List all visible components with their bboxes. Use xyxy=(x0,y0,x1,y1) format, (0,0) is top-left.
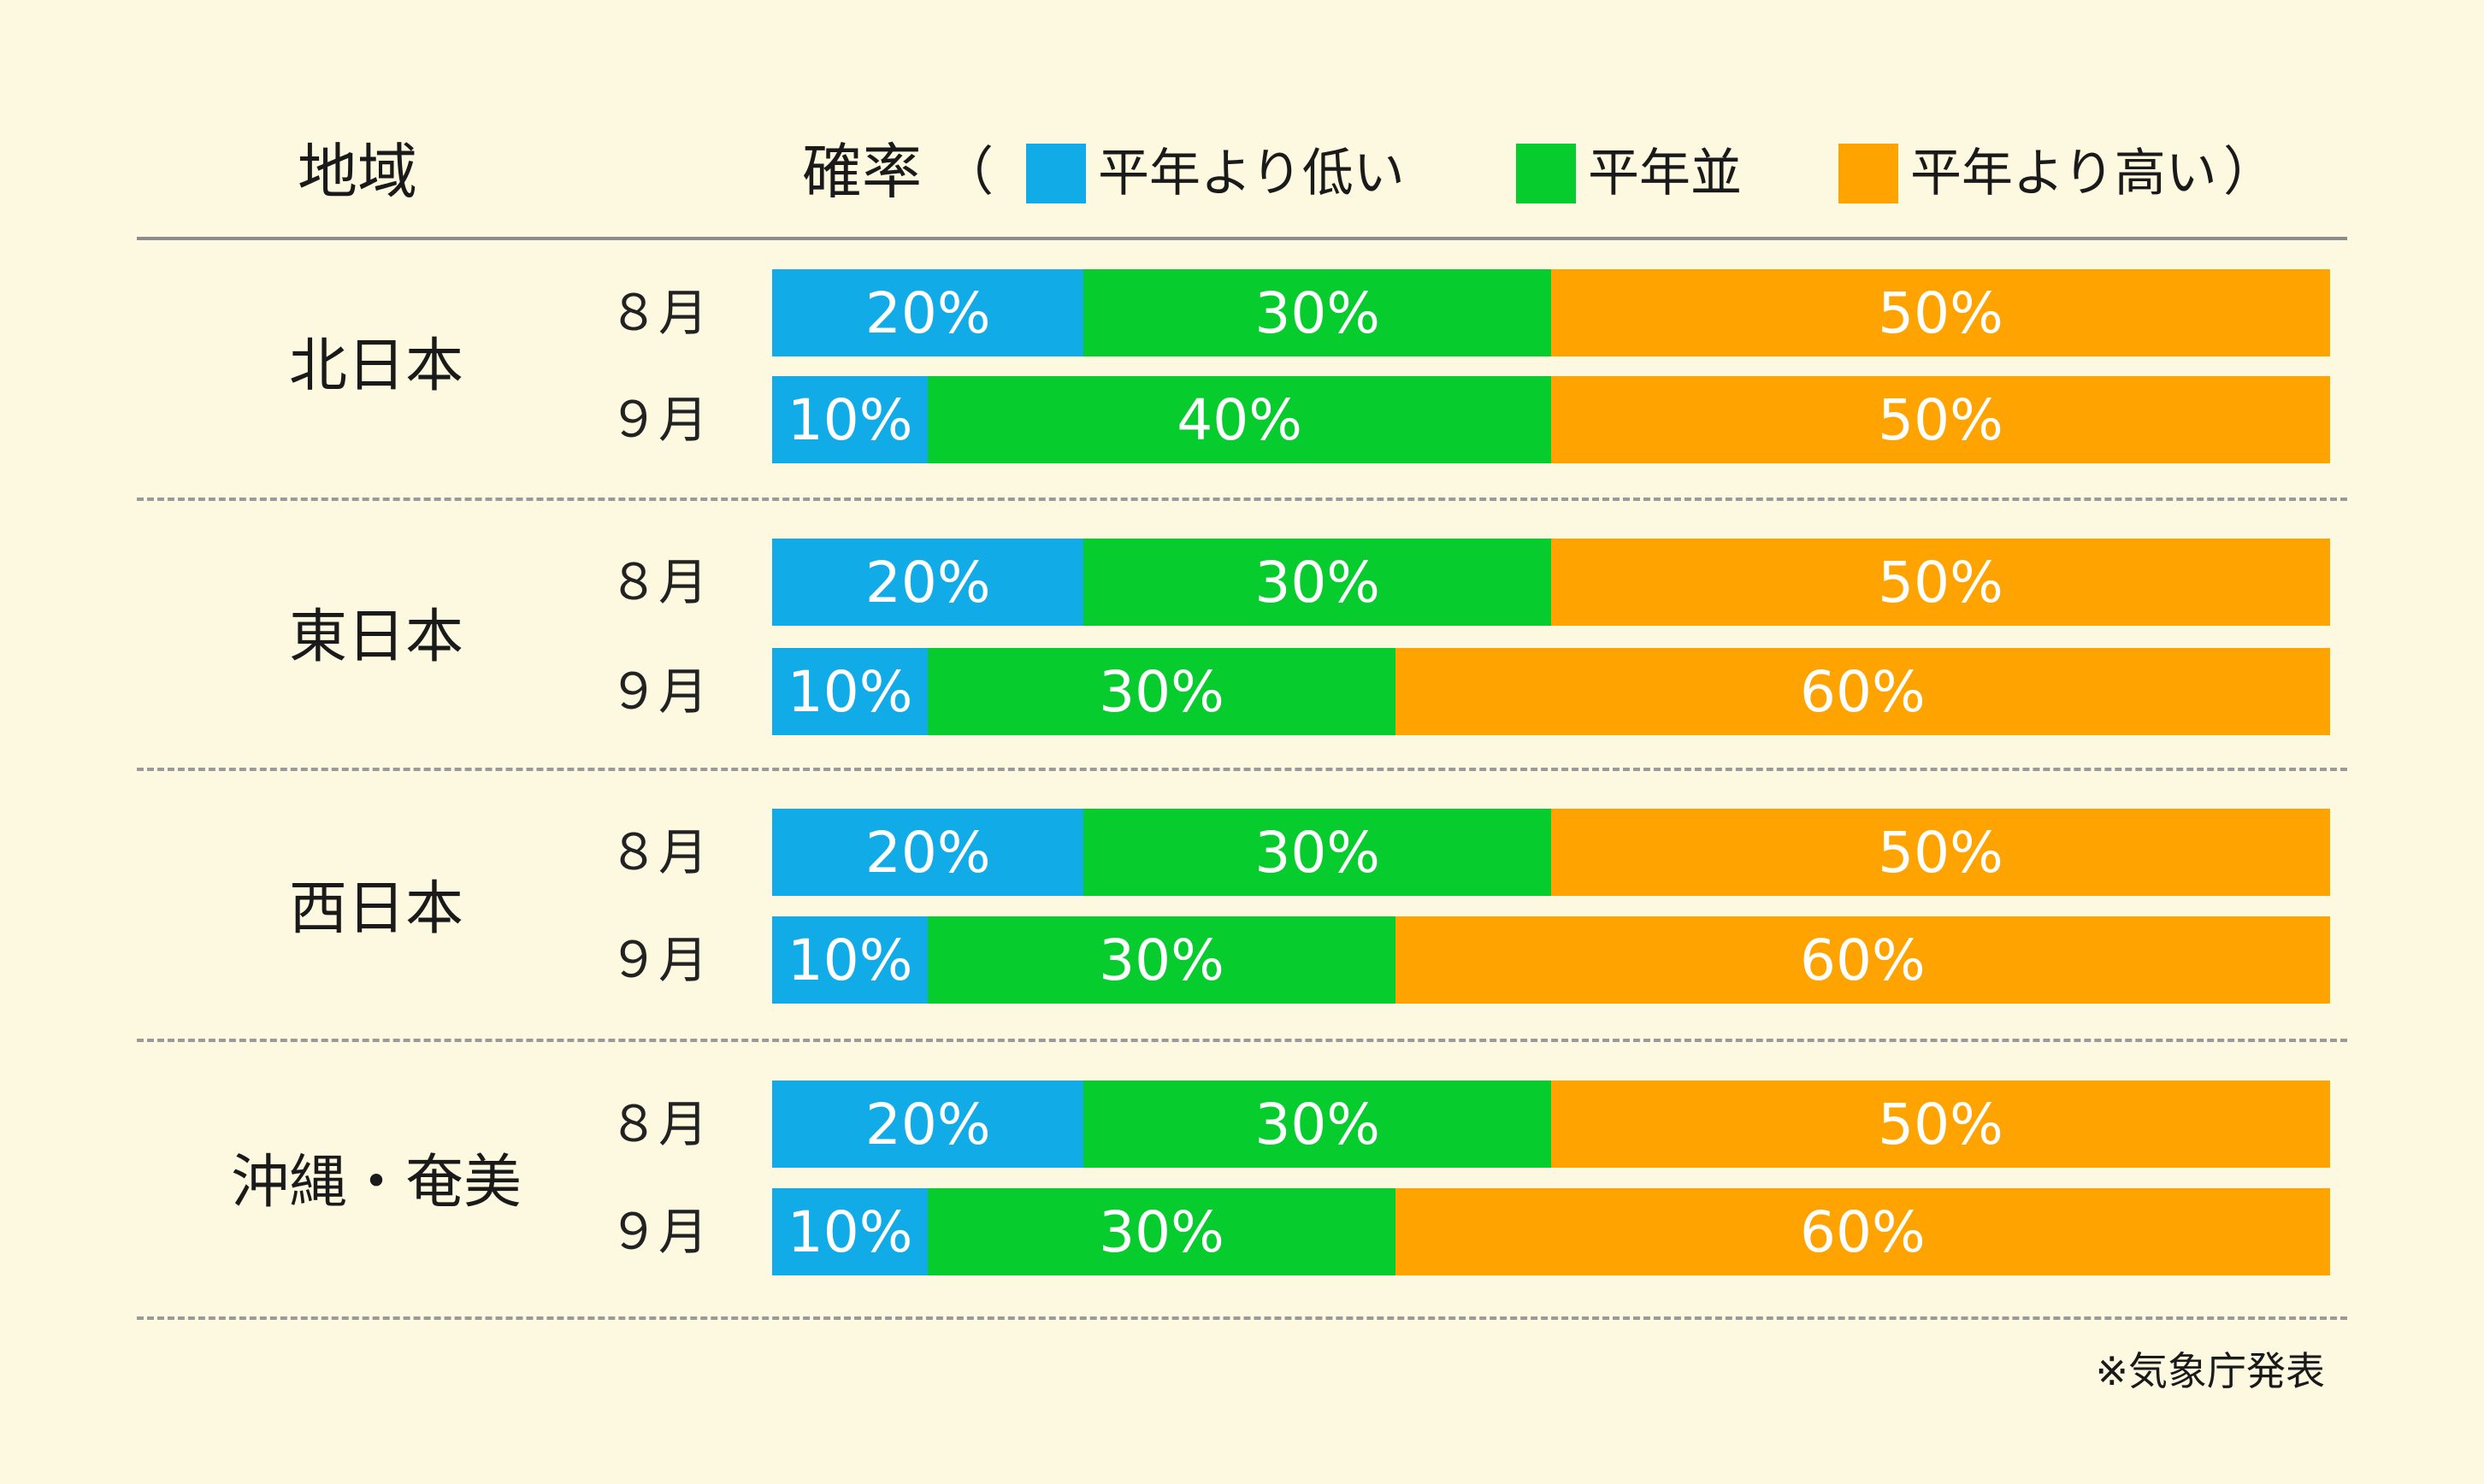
bar-segment-below: 20% xyxy=(772,269,1084,356)
bar-segment-above: 50% xyxy=(1550,376,2330,463)
bar-segment-normal: 30% xyxy=(928,1188,1395,1275)
month-label: ９月 xyxy=(608,391,708,449)
region-label: 沖縄・奄美 xyxy=(230,1149,522,1216)
legend-label-below: 平年より低い xyxy=(1098,144,1405,203)
legend-item-above: 平年より高い xyxy=(1838,144,2217,203)
bar-segment-below: 20% xyxy=(772,1081,1084,1168)
bar-segment-normal: 30% xyxy=(928,916,1395,1004)
legend-open-paren: （ xyxy=(941,140,994,203)
legend-swatch-above xyxy=(1838,144,1898,203)
region-divider xyxy=(137,1039,2347,1042)
month-label: ８月 xyxy=(608,1095,708,1153)
stacked-bar: 10% 30% 60% xyxy=(772,648,2330,735)
bar-segment-above: 60% xyxy=(1395,916,2330,1004)
legend-label-above: 平年より高い xyxy=(1910,144,2217,203)
region-divider xyxy=(137,768,2347,771)
bar-segment-normal: 30% xyxy=(1083,539,1551,626)
bar-segment-below: 20% xyxy=(772,809,1084,896)
stacked-bar: 10% 30% 60% xyxy=(772,1188,2330,1275)
legend-swatch-normal xyxy=(1516,144,1576,203)
month-label: ９月 xyxy=(608,662,708,721)
region-label: 北日本 xyxy=(288,333,463,400)
legend-item-below: 平年より低い xyxy=(1026,144,1405,203)
bar-segment-below: 10% xyxy=(772,916,929,1004)
bar-segment-above: 50% xyxy=(1550,539,2330,626)
bar-segment-above: 50% xyxy=(1550,1081,2330,1168)
header-divider xyxy=(137,237,2347,240)
bar-segment-above: 60% xyxy=(1395,648,2330,735)
stacked-bar: 20% 30% 50% xyxy=(772,539,2330,626)
stacked-bar: 10% 40% 50% xyxy=(772,376,2330,463)
stacked-bar: 10% 30% 60% xyxy=(772,916,2330,1004)
region-divider xyxy=(137,498,2347,501)
legend-item-normal: 平年並 xyxy=(1516,144,1742,203)
bar-segment-above: 50% xyxy=(1550,269,2330,356)
region-label: 東日本 xyxy=(288,604,463,671)
stacked-bar: 20% 30% 50% xyxy=(772,809,2330,896)
month-label: ９月 xyxy=(608,1203,708,1261)
month-label: ８月 xyxy=(608,284,708,342)
legend-label-normal: 平年並 xyxy=(1588,144,1742,203)
region-divider xyxy=(137,1316,2347,1320)
region-label: 西日本 xyxy=(288,875,463,943)
bar-segment-normal: 30% xyxy=(1083,1081,1551,1168)
bar-segment-normal: 40% xyxy=(928,376,1551,463)
bar-segment-normal: 30% xyxy=(1083,809,1551,896)
legend-close-paren: ） xyxy=(2223,140,2277,203)
stacked-bar: 20% 30% 50% xyxy=(772,1081,2330,1168)
month-label: ９月 xyxy=(608,931,708,989)
bar-segment-above: 60% xyxy=(1395,1188,2330,1275)
bar-segment-normal: 30% xyxy=(928,648,1395,735)
bar-segment-normal: 30% xyxy=(1083,269,1551,356)
month-label: ８月 xyxy=(608,823,708,881)
source-note: ※気象庁発表 xyxy=(2095,1348,2325,1394)
bar-segment-below: 10% xyxy=(772,1188,929,1275)
legend-swatch-below xyxy=(1026,144,1086,203)
probability-header: 確率 xyxy=(802,137,922,207)
bar-segment-below: 10% xyxy=(772,648,929,735)
bar-segment-below: 20% xyxy=(772,539,1084,626)
bar-segment-below: 10% xyxy=(772,376,929,463)
stacked-bar: 20% 30% 50% xyxy=(772,269,2330,356)
region-column-header: 地域 xyxy=(298,137,417,207)
bar-segment-above: 50% xyxy=(1550,809,2330,896)
month-label: ８月 xyxy=(608,553,708,611)
